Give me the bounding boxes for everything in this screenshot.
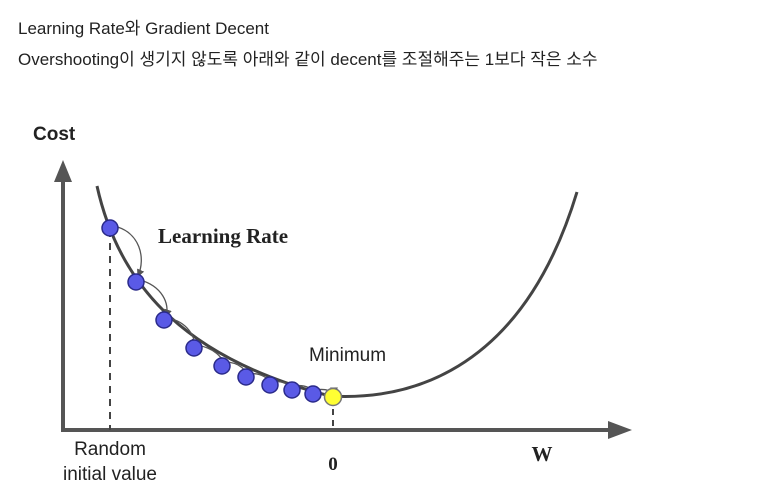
- start-label-line1: Random: [74, 439, 146, 460]
- step-point: [185, 339, 203, 357]
- step-points: [101, 219, 322, 403]
- step-point: [304, 385, 322, 403]
- y-axis-arrowhead: [54, 160, 72, 182]
- learning-rate-label: Learning Rate: [158, 224, 288, 248]
- step-point: [261, 376, 279, 394]
- x-axis-arrowhead: [608, 421, 632, 439]
- post-description: Overshooting이 생기지 않도록 아래와 같이 decent를 조절해…: [18, 50, 598, 69]
- minimum-label: Minimum: [309, 345, 386, 366]
- start-label-line2: initial value: [63, 464, 157, 485]
- step-point: [213, 357, 231, 375]
- post-title: Learning Rate와 Gradient Decent: [18, 19, 269, 38]
- y-axis-label: Cost: [33, 124, 76, 145]
- step-point: [101, 219, 119, 237]
- step-point: [155, 311, 173, 329]
- step-arrow: [113, 225, 145, 278]
- step-point: [283, 381, 301, 399]
- minimum-point: [323, 387, 343, 407]
- step-point: [127, 273, 145, 291]
- x-axis-label: W: [532, 442, 553, 466]
- step-point: [237, 368, 255, 386]
- zero-label: 0: [328, 454, 338, 475]
